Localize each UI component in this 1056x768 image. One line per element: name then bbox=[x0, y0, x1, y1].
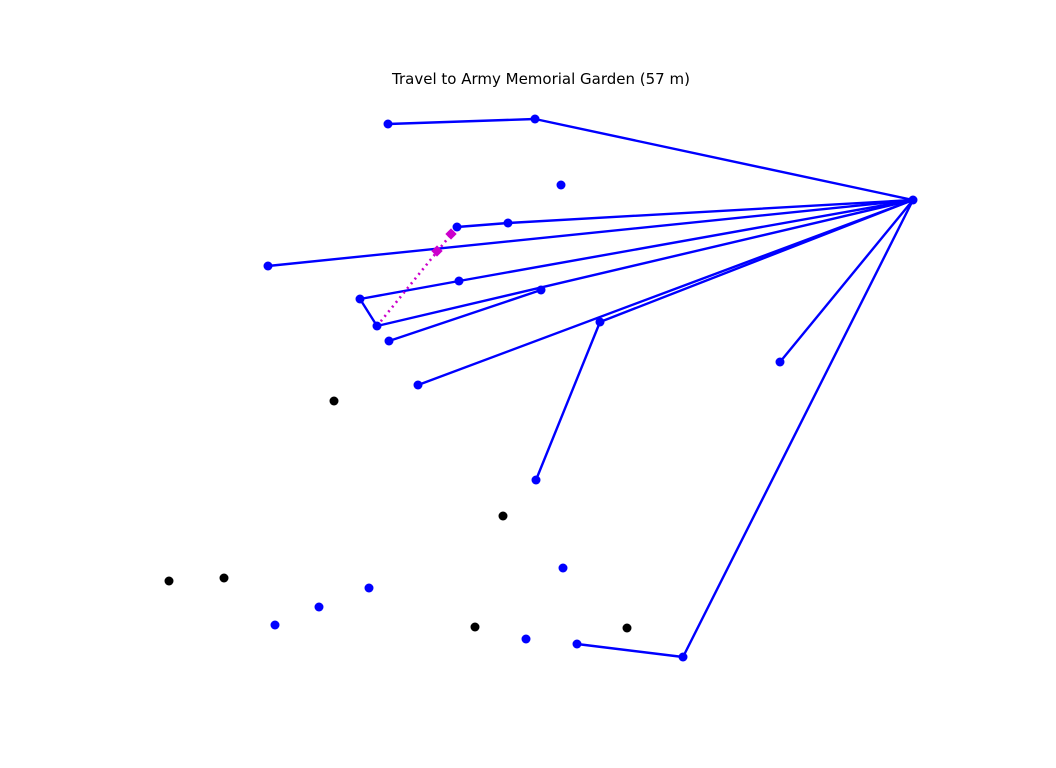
network-node-n2 bbox=[530, 114, 540, 124]
network-edge-11 bbox=[416, 198, 915, 387]
network-edge-5 bbox=[266, 198, 915, 268]
edges-layer bbox=[266, 117, 915, 659]
network-node-n15 bbox=[413, 380, 423, 390]
network-node-n4 bbox=[556, 180, 566, 190]
network-node-n11 bbox=[372, 321, 382, 331]
network-node-n12 bbox=[595, 317, 605, 327]
route-layer bbox=[375, 226, 459, 327]
network-edge-3 bbox=[455, 221, 510, 229]
network-node-n23 bbox=[678, 652, 688, 662]
network-edge-12 bbox=[598, 198, 915, 324]
route-marker-1 bbox=[431, 245, 443, 257]
network-edge-4 bbox=[506, 198, 915, 225]
network-node-hub bbox=[908, 195, 918, 205]
network-edge-1 bbox=[386, 117, 537, 126]
network-edge-7 bbox=[457, 198, 915, 283]
network-edge-15 bbox=[575, 642, 685, 659]
network-edge-9 bbox=[375, 198, 915, 328]
isolated-node-b4 bbox=[219, 573, 229, 583]
network-edge-10 bbox=[387, 288, 543, 343]
network-edge-14 bbox=[778, 198, 915, 364]
network-node-n16 bbox=[531, 475, 541, 485]
network-node-n19 bbox=[314, 602, 324, 612]
network-edge-2 bbox=[533, 117, 915, 202]
network-node-n18 bbox=[364, 583, 374, 593]
network-node-n22 bbox=[572, 639, 582, 649]
network-node-n14 bbox=[775, 357, 785, 367]
isolated-node-b3 bbox=[164, 576, 174, 586]
chart-title: Travel to Army Memorial Garden (57 m) bbox=[391, 70, 690, 88]
network-node-n8 bbox=[454, 276, 464, 286]
network-node-n5 bbox=[452, 222, 462, 232]
network-node-n17 bbox=[558, 563, 568, 573]
network-edge-8 bbox=[358, 297, 379, 328]
network-node-n13 bbox=[384, 336, 394, 346]
route-marker-2 bbox=[445, 228, 457, 240]
nodes-layer bbox=[164, 114, 918, 662]
isolated-node-b1 bbox=[329, 396, 339, 406]
network-node-n10 bbox=[355, 294, 365, 304]
isolated-node-b2 bbox=[498, 511, 508, 521]
network-node-n9 bbox=[536, 285, 546, 295]
network-node-n21 bbox=[521, 634, 531, 644]
isolated-node-b6 bbox=[622, 623, 632, 633]
isolated-node-b5 bbox=[470, 622, 480, 632]
network-node-n6 bbox=[503, 218, 513, 228]
network-node-n20 bbox=[270, 620, 280, 630]
network-node-n1 bbox=[383, 119, 393, 129]
network-edge-13 bbox=[534, 320, 602, 482]
network-edge-16 bbox=[681, 198, 915, 659]
network-node-n7 bbox=[263, 261, 273, 271]
network-edge-6 bbox=[358, 279, 461, 301]
